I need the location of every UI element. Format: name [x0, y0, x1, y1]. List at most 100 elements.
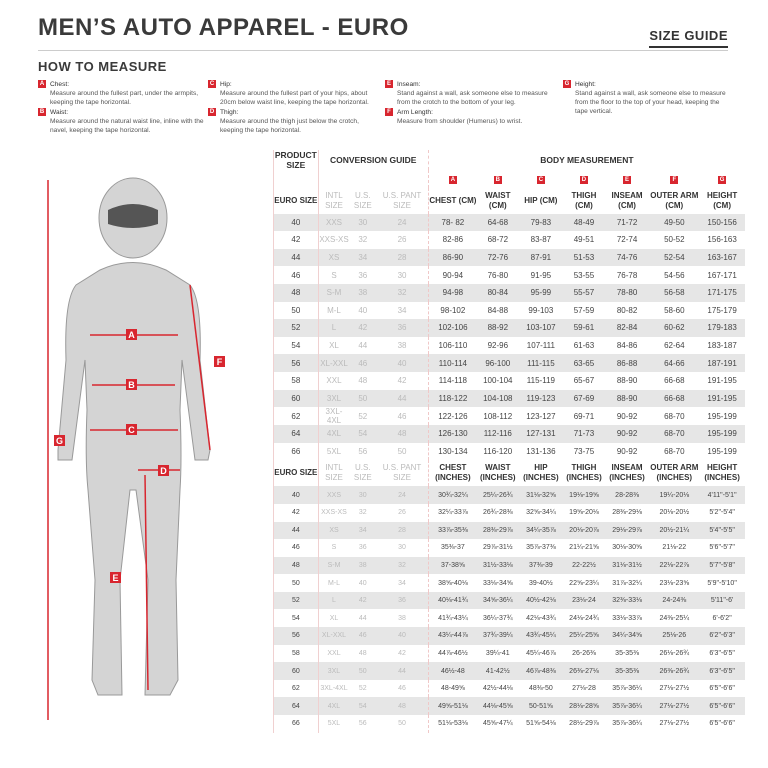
- measurement-cell: 55-57: [563, 283, 605, 302]
- size-cell: 52: [358, 411, 368, 421]
- measurement-cell: 66-68: [649, 389, 700, 408]
- measurement-cell: 41-42½: [477, 662, 519, 680]
- page-title: MEN’S AUTO APPAREL - EURO: [38, 14, 409, 41]
- inch-row: 60 3XL 50 44 46½-48 41-42½ 46⅞-48⅜ 26⅜-27⅛ 35-35…: [273, 662, 745, 680]
- measurement-cell: 44⅛-45⅝: [477, 697, 519, 716]
- measurement-cell: 68-70: [664, 447, 685, 457]
- size-cell: 56: [273, 354, 319, 372]
- measurement-cell: 35-35⅜: [604, 662, 650, 680]
- measurement-cell: 112-116: [477, 425, 519, 443]
- measurement-cell: 116-120: [483, 447, 513, 457]
- blank-cell: [273, 170, 319, 188]
- instruction-label: Height:: [575, 81, 596, 88]
- size-cell: 52: [273, 319, 319, 337]
- measurement-cell: 6'3"-6'5": [699, 662, 745, 680]
- column-header: EURO SIZE: [273, 187, 319, 214]
- letter-cell: A: [427, 170, 478, 188]
- inch-row: 64 4XL 54 48 49⅝-51⅛ 44⅛-45⅝ 50-51⅝ 28⅛-28⅝ 35⅞-…: [273, 697, 745, 716]
- instruction-text: Measure around the thigh just below the …: [220, 118, 359, 134]
- size-cell: 54: [349, 697, 377, 716]
- size-cell: 48: [376, 697, 429, 716]
- size-cell: 38: [398, 614, 406, 622]
- measurement-cell: 42½-44⅛: [483, 685, 513, 693]
- measurement-cell: 35-35⅜: [615, 649, 639, 657]
- measurement-cell: 21⅛-22: [662, 544, 687, 552]
- instruction-chest: A Chest: Measure around the fullest part, …: [38, 80, 208, 107]
- measurement-cell: 91-95: [530, 270, 552, 280]
- cm-row: 54 XL 44 38 106-110 92-96 107-111 61-63 84-86 62-…: [273, 336, 746, 355]
- size-cell: 66: [273, 442, 319, 461]
- measurement-cell: 179-183: [699, 319, 745, 337]
- instruction-column: G Height: Stand against a wall, ask someon…: [563, 80, 733, 117]
- letter-cell: E: [605, 170, 650, 188]
- measurement-cell: 43¾-45¼: [518, 627, 564, 645]
- measurement-cell: 127-131: [518, 425, 564, 443]
- column-header: U.S. SIZE: [353, 463, 372, 483]
- measurement-cell: 79-83: [518, 213, 564, 232]
- inch-row: 44 XS 34 28 33⅞-35⅜ 28⅜-29⅞ 34¼-35⅞ 20⅛-20⅞ 29⅛-…: [273, 521, 745, 540]
- measurement-cell: 107-111: [526, 341, 555, 351]
- measurement-cell: 19¼-20⅛: [649, 486, 700, 504]
- size-cell: XXS-XS: [321, 509, 347, 517]
- instruction-hip: C Hip: Measure around the fullest part of …: [208, 80, 378, 107]
- measurement-cell: 82-86: [427, 231, 478, 249]
- measurement-cell: 6'5"-6'6": [709, 685, 735, 693]
- letter-badge: A: [448, 175, 457, 184]
- measurement-cell: 51⅝-54⅛: [526, 720, 556, 728]
- size-cell: S-M: [318, 556, 350, 575]
- measurement-cell: 31⅞-32¼: [612, 579, 642, 587]
- size-cell: 34: [398, 579, 406, 587]
- measurement-cell: 48-49⅝: [427, 679, 478, 698]
- size-cell: 56: [273, 627, 319, 645]
- measurement-cell: 86-90: [427, 248, 478, 267]
- instruction-text: Measure around the natural waist line, i…: [50, 118, 204, 134]
- measurement-cell: 33⅛-34⅝: [483, 579, 513, 587]
- size-cell: 40: [376, 354, 429, 372]
- measurement-cell: 19⅝-20⅛: [569, 509, 599, 517]
- marker-d: D: [160, 466, 167, 476]
- measurement-cell: 66-68: [664, 376, 685, 386]
- letter-badge: G: [718, 175, 727, 184]
- measurement-cell: 118-122: [427, 389, 478, 408]
- size-cell: XXL: [326, 376, 342, 386]
- measurement-cell: 83-87: [530, 235, 552, 245]
- measurement-cell: 6'-6'2": [712, 614, 732, 622]
- column-header: INTL SIZE: [325, 190, 343, 210]
- measurement-cell: 191-195: [699, 389, 745, 408]
- measurement-cell: 163-167: [699, 248, 745, 267]
- measurement-cell: 90-92: [616, 447, 638, 457]
- size-cell: 3XL: [318, 389, 350, 408]
- size-cell: 58: [273, 644, 319, 663]
- measurement-cell: 60-62: [649, 319, 700, 337]
- size-cell: 46: [273, 266, 319, 284]
- measurement-cell: 45⅝-47¼: [483, 720, 513, 728]
- measurement-cell: 59-61: [563, 319, 605, 337]
- instruction-column: C Hip: Measure around the fullest part of …: [208, 80, 378, 136]
- measurement-cell: 27⅛-28: [572, 685, 596, 693]
- size-cell: 50: [273, 301, 319, 320]
- size-cell: 26: [397, 235, 407, 245]
- size-cell: 60: [273, 389, 319, 408]
- letter-cell: G: [699, 170, 745, 188]
- measurement-cell: 28½-29⅞: [569, 720, 599, 728]
- measurement-cell: 50-52: [664, 235, 685, 245]
- instruction-label: Hip:: [220, 81, 232, 88]
- measurement-cell: 5'11"-6': [699, 591, 745, 610]
- size-cell: 48: [358, 649, 367, 657]
- size-cell: L: [318, 591, 350, 610]
- measurement-cell: 35⅞-36¼: [612, 720, 642, 728]
- measurement-cell: 33⅞-35⅜: [427, 521, 478, 540]
- measurement-cell: 35⅞-36¼: [612, 685, 642, 693]
- column-header: INSEAM (INCHES): [609, 463, 645, 483]
- inch-row: 66 5XL 56 50 51⅛-53⅛ 45⅝-47¼ 51⅝-54⅛ 28½-29⅞ 35⅞…: [273, 715, 746, 733]
- size-cell: 64: [273, 697, 319, 716]
- group-header-row: PRODUCT SIZE CONVERSION GUIDE BODY MEASURE…: [273, 150, 745, 170]
- size-cell: 4XL: [318, 697, 350, 716]
- size-cell: XXS: [318, 213, 350, 232]
- measurement-cell: 26¾-28⅜: [483, 509, 513, 517]
- cm-row: 48 S-M 38 32 94-98 80-84 95-99 55-57 78-80 56-58 1…: [273, 283, 745, 302]
- instruction-waist: B Waist: Measure around the natural waist …: [38, 108, 208, 135]
- size-cell: 24: [376, 486, 429, 504]
- cm-row: 40 XXS 30 24 78- 82 64-68 79-83 48-49 71-72 49-50…: [273, 213, 745, 232]
- letter-badge: E: [385, 80, 393, 89]
